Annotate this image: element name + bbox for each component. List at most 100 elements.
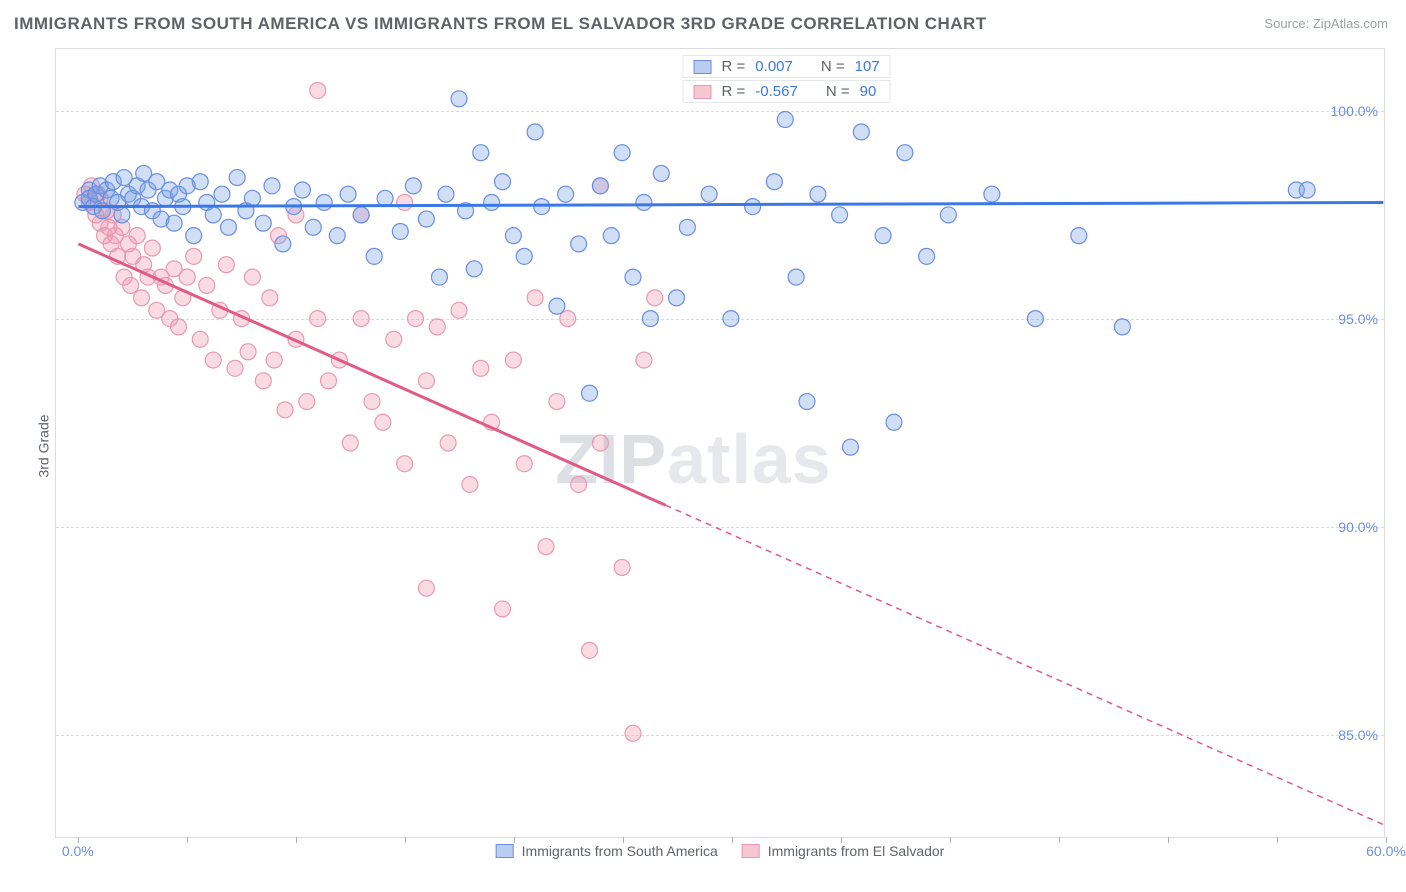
point-el_salvador bbox=[310, 311, 326, 327]
point-el_salvador bbox=[205, 352, 221, 368]
x-minor-tick bbox=[1277, 837, 1278, 843]
point-south_america bbox=[405, 178, 421, 194]
n-value-b: 90 bbox=[860, 83, 877, 100]
r-label-b: R = bbox=[722, 83, 746, 100]
regression-el_salvador bbox=[78, 244, 665, 505]
point-el_salvador bbox=[266, 352, 282, 368]
point-south_america bbox=[1027, 311, 1043, 327]
point-el_salvador bbox=[647, 290, 663, 306]
point-el_salvador bbox=[192, 331, 208, 347]
point-south_america bbox=[221, 219, 237, 235]
point-south_america bbox=[745, 199, 761, 215]
point-south_america bbox=[723, 311, 739, 327]
point-south_america bbox=[875, 228, 891, 244]
point-south_america bbox=[1114, 319, 1130, 335]
n-label-b: N = bbox=[826, 83, 850, 100]
point-south_america bbox=[679, 219, 695, 235]
point-el_salvador bbox=[375, 414, 391, 430]
point-el_salvador bbox=[625, 725, 641, 741]
point-south_america bbox=[244, 190, 260, 206]
point-south_america bbox=[571, 236, 587, 252]
chart-title: IMMIGRANTS FROM SOUTH AMERICA VS IMMIGRA… bbox=[14, 14, 987, 34]
point-south_america bbox=[614, 145, 630, 161]
point-south_america bbox=[799, 394, 815, 410]
x-minor-tick bbox=[1059, 837, 1060, 843]
swatch-series-a bbox=[694, 60, 712, 74]
point-el_salvador bbox=[262, 290, 278, 306]
point-south_america bbox=[636, 194, 652, 210]
point-el_salvador bbox=[516, 456, 532, 472]
x-minor-tick bbox=[187, 837, 188, 843]
point-el_salvador bbox=[244, 269, 260, 285]
point-south_america bbox=[255, 215, 271, 231]
point-south_america bbox=[832, 207, 848, 223]
point-south_america bbox=[431, 269, 447, 285]
stats-legend: R = 0.007 N = 107 R = -0.567 N = 90 bbox=[683, 55, 891, 103]
point-south_america bbox=[984, 186, 1000, 202]
point-south_america bbox=[205, 207, 221, 223]
point-el_salvador bbox=[240, 344, 256, 360]
point-el_salvador bbox=[364, 394, 380, 410]
point-south_america bbox=[366, 248, 382, 264]
point-el_salvador bbox=[123, 277, 139, 293]
x-minor-tick bbox=[950, 837, 951, 843]
point-south_america bbox=[897, 145, 913, 161]
point-south_america bbox=[275, 236, 291, 252]
point-south_america bbox=[186, 228, 202, 244]
point-el_salvador bbox=[560, 311, 576, 327]
regression-extrap-el_salvador bbox=[666, 505, 1384, 824]
point-south_america bbox=[451, 91, 467, 107]
point-el_salvador bbox=[179, 269, 195, 285]
point-el_salvador bbox=[353, 311, 369, 327]
point-el_salvador bbox=[462, 476, 478, 492]
r-label-a: R = bbox=[722, 58, 746, 75]
regression-south_america bbox=[78, 202, 1383, 206]
point-south_america bbox=[669, 290, 685, 306]
point-el_salvador bbox=[134, 290, 150, 306]
point-el_salvador bbox=[170, 319, 186, 335]
point-south_america bbox=[701, 186, 717, 202]
source-name: ZipAtlas.com bbox=[1313, 16, 1388, 31]
legend-item-series-b: Immigrants from El Salvador bbox=[742, 843, 945, 859]
point-el_salvador bbox=[277, 402, 293, 418]
point-south_america bbox=[625, 269, 641, 285]
x-minor-tick bbox=[296, 837, 297, 843]
point-south_america bbox=[788, 269, 804, 285]
point-el_salvador bbox=[397, 456, 413, 472]
point-south_america bbox=[919, 248, 935, 264]
point-south_america bbox=[264, 178, 280, 194]
point-south_america bbox=[527, 124, 543, 140]
point-el_salvador bbox=[255, 373, 271, 389]
stats-row-series-a: R = 0.007 N = 107 bbox=[683, 55, 891, 78]
point-south_america bbox=[653, 165, 669, 181]
point-south_america bbox=[484, 194, 500, 210]
point-south_america bbox=[377, 190, 393, 206]
point-south_america bbox=[582, 385, 598, 401]
point-el_salvador bbox=[592, 435, 608, 451]
point-south_america bbox=[166, 215, 182, 231]
point-el_salvador bbox=[505, 352, 521, 368]
scatter-svg bbox=[56, 49, 1384, 837]
point-el_salvador bbox=[321, 373, 337, 389]
point-south_america bbox=[466, 261, 482, 277]
legend-swatch-a bbox=[496, 844, 514, 858]
point-south_america bbox=[843, 439, 859, 455]
point-el_salvador bbox=[495, 601, 511, 617]
point-south_america bbox=[305, 219, 321, 235]
point-south_america bbox=[766, 174, 782, 190]
x-minor-tick bbox=[78, 837, 79, 843]
point-el_salvador bbox=[310, 82, 326, 98]
point-el_salvador bbox=[538, 539, 554, 555]
point-south_america bbox=[810, 186, 826, 202]
point-el_salvador bbox=[636, 352, 652, 368]
legend-label-a: Immigrants from South America bbox=[522, 843, 718, 859]
point-el_salvador bbox=[227, 360, 243, 376]
point-south_america bbox=[340, 186, 356, 202]
n-label-a: N = bbox=[821, 58, 845, 75]
source-label: Source: bbox=[1264, 16, 1309, 31]
point-el_salvador bbox=[582, 642, 598, 658]
r-value-a: 0.007 bbox=[755, 58, 793, 75]
point-south_america bbox=[940, 207, 956, 223]
legend-item-series-a: Immigrants from South America bbox=[496, 843, 718, 859]
y-axis-label: 3rd Grade bbox=[36, 414, 52, 477]
